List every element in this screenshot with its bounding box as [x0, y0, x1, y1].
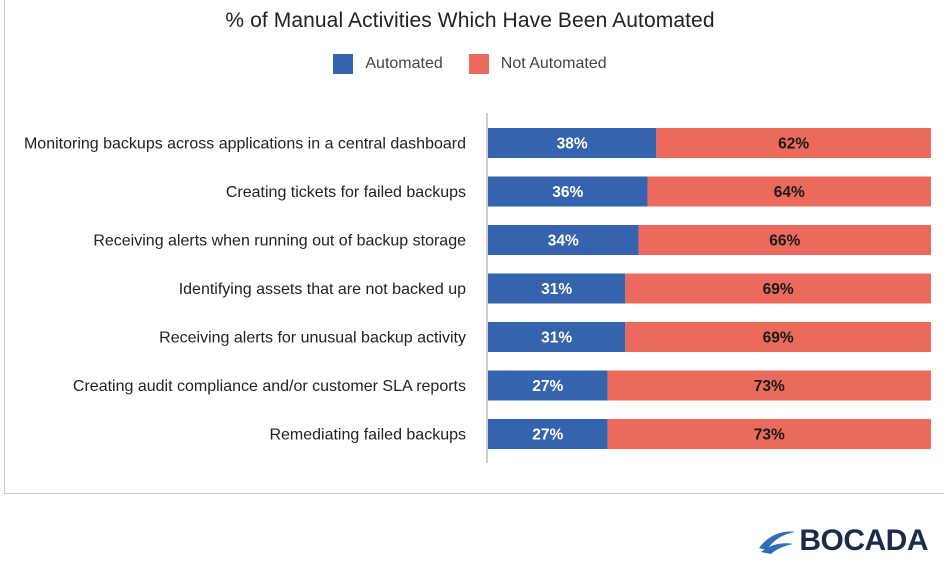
data-label-not-automated: 69%: [763, 330, 794, 347]
data-label-automated: 31%: [541, 281, 572, 298]
data-label-not-automated: 69%: [763, 281, 794, 298]
bocada-logo-text: BOCADA: [799, 524, 928, 557]
chart-frame: [4, 0, 944, 494]
data-label-automated: 36%: [552, 184, 583, 201]
bar-automated: [488, 128, 657, 158]
bar-not-automated: [625, 322, 931, 352]
data-label-automated: 27%: [532, 378, 563, 395]
data-label-not-automated: 64%: [774, 184, 805, 201]
bar-not-automated: [656, 128, 931, 158]
chart-legend: Automated Not Automated: [0, 54, 940, 74]
data-label-not-automated: 73%: [754, 378, 785, 395]
bar-automated: [488, 273, 626, 304]
chart-title: % of Manual Activities Which Have Been A…: [225, 9, 715, 32]
legend-swatch-not-automated: [468, 54, 489, 74]
category-label: Identifying assets that are not backed u…: [179, 281, 466, 298]
data-label-not-automated: 62%: [778, 136, 809, 153]
data-label-automated: 34%: [548, 233, 579, 250]
category-label: Receiving alerts when running out of bac…: [93, 233, 466, 250]
category-label: Remediating failed backups: [269, 427, 466, 444]
bar-automated: [488, 322, 626, 352]
data-label-automated: 31%: [541, 330, 572, 347]
data-label-automated: 27%: [532, 427, 563, 444]
bar-not-automated: [647, 176, 931, 207]
bar-not-automated: [607, 419, 931, 449]
data-label-automated: 38%: [557, 136, 588, 153]
bar-automated: [488, 225, 639, 255]
bar-not-automated: [625, 273, 931, 304]
category-label: Receiving alerts for unusual backup acti…: [159, 330, 466, 347]
category-label: Creating audit compliance and/or custome…: [73, 378, 466, 395]
data-label-not-automated: 66%: [769, 233, 800, 250]
data-label-not-automated: 73%: [754, 427, 785, 444]
bar-automated: [488, 176, 648, 207]
legend-item-not-automated: Not Automated: [468, 54, 607, 74]
category-label: Creating tickets for failed backups: [226, 184, 466, 201]
legend-label-automated: Automated: [365, 55, 443, 72]
bar-not-automated: [607, 370, 931, 401]
legend-label-not-automated: Not Automated: [500, 55, 607, 72]
bocada-logo-mark-icon: [759, 531, 796, 554]
legend-swatch-automated: [333, 54, 354, 74]
bar-automated: [488, 370, 608, 401]
bar-not-automated: [638, 225, 931, 255]
bar-automated: [488, 419, 608, 449]
bar-chart-plot: Monitoring backups across applications i…: [24, 113, 931, 463]
category-label: Monitoring backups across applications i…: [24, 136, 466, 153]
bocada-logo: BOCADA: [757, 524, 928, 558]
legend-item-automated: Automated: [333, 54, 443, 74]
